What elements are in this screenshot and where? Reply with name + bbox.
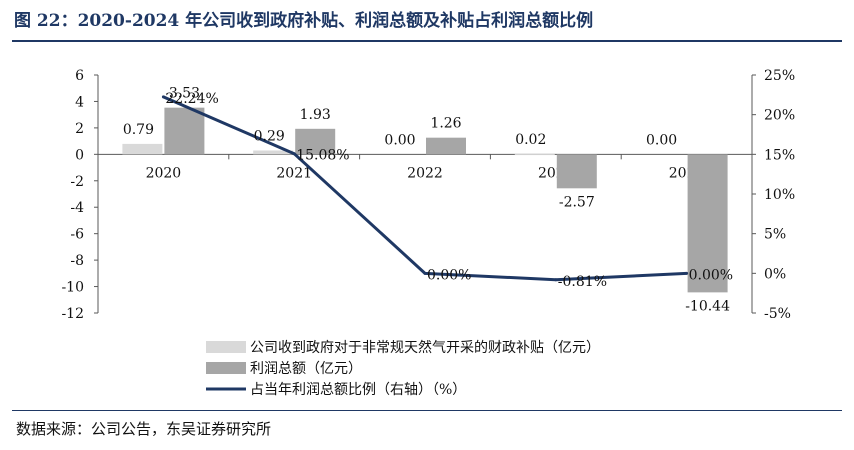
ratio-line-path xyxy=(162,95,687,282)
profit-bar xyxy=(295,128,336,155)
legend-swatch-profit xyxy=(206,362,246,374)
left-axis-tick-label: 0 xyxy=(75,147,84,163)
category-tick-label: 2020 xyxy=(146,165,182,181)
right-axis-tick-label: -5% xyxy=(764,306,791,322)
profit-bar xyxy=(556,154,597,189)
subsidy-bar xyxy=(514,154,555,156)
subsidy-data-label: 0.00 xyxy=(646,132,677,148)
left-axis-tick-label: 2 xyxy=(75,121,84,137)
subsidy-data-label: 0.00 xyxy=(384,132,415,148)
ratio-line-point xyxy=(554,278,558,282)
ratio-line-point xyxy=(292,152,296,156)
legend-label-profit: 利润总额（亿元） xyxy=(250,361,362,377)
profit-bar xyxy=(426,137,466,155)
profit-bar xyxy=(687,154,728,293)
subsidy-bar xyxy=(122,143,163,155)
subsidy-data-label: 0.79 xyxy=(123,122,154,138)
right-axis-tick-label: 15% xyxy=(764,147,795,163)
profit-data-label: -2.57 xyxy=(559,194,595,210)
category-tick-label: 2022 xyxy=(407,165,443,181)
category-tick-label: 2021 xyxy=(276,165,312,181)
subsidy-data-label: 0.02 xyxy=(515,132,546,148)
subsidy-data-label: 0.29 xyxy=(254,128,285,144)
ratio-data-label: 0.00% xyxy=(689,267,733,283)
right-axis-tick-label: 5% xyxy=(764,227,786,243)
ratio-data-label: 22.24% xyxy=(165,91,218,107)
chart-bars xyxy=(122,107,728,293)
chart-data-labels: 0.79 3.53 0.29 1.93 0.00 1.26 0.02 -2.57 0.00 -10… xyxy=(123,86,733,315)
ratio-line-point xyxy=(685,271,689,275)
left-axis-tick-label: -4 xyxy=(70,200,84,216)
ratio-data-label: -0.81% xyxy=(558,274,607,290)
chart-legend: 公司收到政府对于非常规天然气开采的财政补贴（亿元） 利润总额（亿元） 占当年利润总额… xyxy=(206,339,600,398)
ratio-line-point xyxy=(161,95,165,99)
source-divider xyxy=(12,410,842,411)
legend-label-subsidy: 公司收到政府对于非常规天然气开采的财政补贴（亿元） xyxy=(250,339,600,356)
profit-bar xyxy=(164,107,205,155)
ratio-data-label: 15.08% xyxy=(296,148,349,164)
legend-swatch-subsidy xyxy=(206,341,246,353)
left-axis-tick-label: -8 xyxy=(70,253,84,269)
data-source: 数据来源：公司公告，东吴证券研究所 xyxy=(16,420,272,438)
left-axis-tick-label: -12 xyxy=(61,306,84,322)
right-axis-tick-label: 10% xyxy=(764,187,795,203)
profit-data-label: 3.53 xyxy=(169,86,200,102)
chart-ratio-line xyxy=(161,95,689,282)
profit-data-label: -10.44 xyxy=(685,298,730,314)
right-axis-tick-label: 25% xyxy=(764,68,795,84)
left-axis-tick-label: -10 xyxy=(61,280,84,296)
chart-canvas: 6 4 2 0 -2 -4 -6 -8 -10 -12 25% 20% 15% 10% 5% 0% -5% 202… xyxy=(61,68,795,398)
profit-data-label: 1.93 xyxy=(300,107,331,123)
left-axis-tick-label: -2 xyxy=(70,174,84,190)
chart-title: 图 22：2020-2024 年公司收到政府补贴、利润总额及补贴占利润总额比例 xyxy=(14,11,594,31)
ratio-data-label: 0.00% xyxy=(427,267,471,283)
subsidy-bar xyxy=(253,150,294,155)
legend-label-ratio: 占当年利润总额比例（右轴）（%） xyxy=(250,382,466,398)
left-axis-tick-label: 6 xyxy=(75,68,84,84)
left-axis-tick-label: -6 xyxy=(70,227,84,243)
title-divider xyxy=(12,40,842,42)
chart-axes: 6 4 2 0 -2 -4 -6 -8 -10 -12 25% 20% 15% 10% 5% 0% -5% 202… xyxy=(61,68,795,322)
ratio-line-point xyxy=(423,271,427,275)
left-axis-tick-label: 4 xyxy=(75,94,84,110)
right-axis-tick-label: 20% xyxy=(764,108,795,124)
right-axis-tick-label: 0% xyxy=(764,266,786,282)
profit-data-label: 1.26 xyxy=(430,116,461,132)
